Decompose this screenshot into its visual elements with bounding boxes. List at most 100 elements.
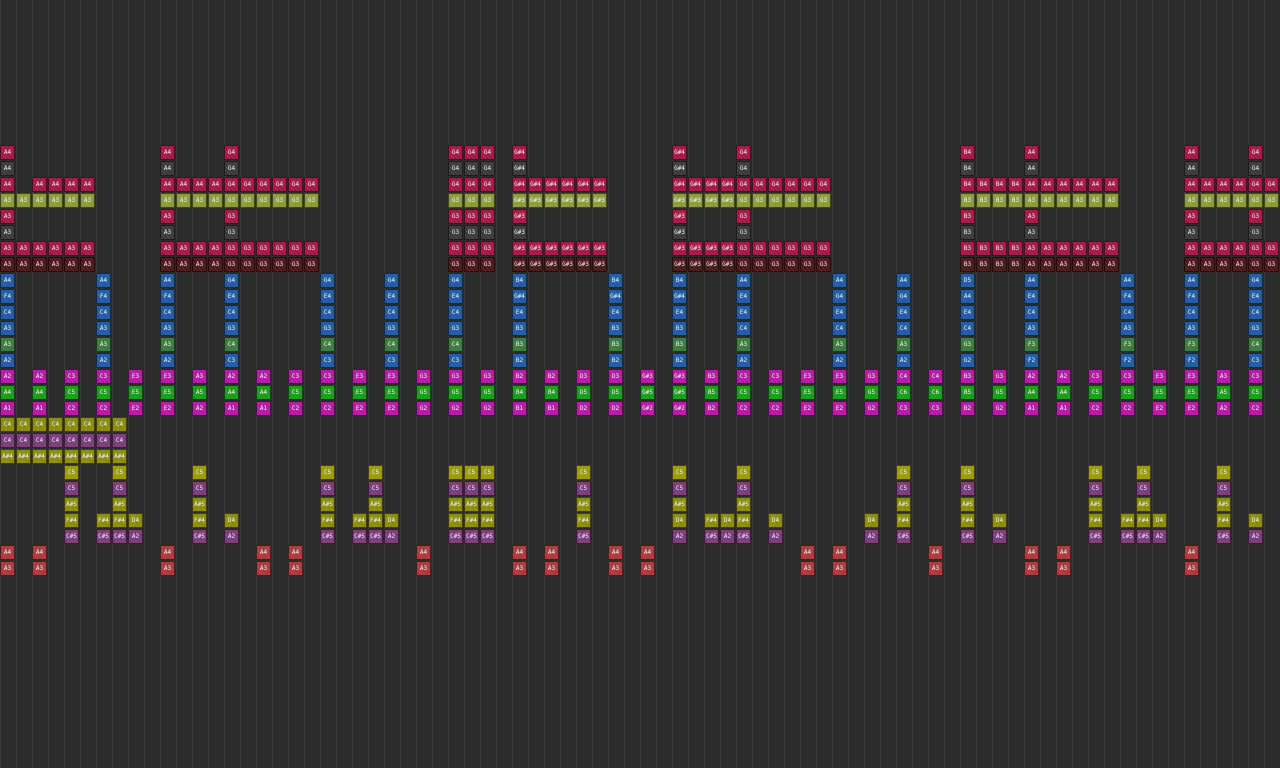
note-block[interactable]: A2 [224,529,239,544]
note-block[interactable]: G#3 [704,241,719,256]
note-block[interactable]: C5 [1136,465,1151,480]
note-block[interactable]: C#5 [64,529,79,544]
note-block[interactable]: G3 [480,257,495,272]
note-block[interactable]: G2 [864,401,879,416]
note-block[interactable]: A3 [608,561,623,576]
note-block[interactable]: E4 [1248,289,1263,304]
note-block[interactable]: B3 [960,225,975,240]
note-block[interactable]: A3 [1232,257,1247,272]
note-block[interactable]: A3 [160,209,175,224]
note-block[interactable]: E3 [384,369,399,384]
note-block[interactable]: B3 [976,241,991,256]
note-block[interactable]: G2 [960,353,975,368]
note-block[interactable]: F#4 [96,513,111,528]
note-block[interactable]: E5 [160,385,175,400]
note-block[interactable]: A#5 [1088,497,1103,512]
note-block[interactable]: E4 [608,305,623,320]
note-block[interactable]: A3 [160,257,175,272]
note-block[interactable]: G#3 [672,193,687,208]
note-block[interactable]: F#4 [480,513,495,528]
note-block[interactable]: A4 [1024,545,1039,560]
note-block[interactable]: G3 [752,241,767,256]
note-block[interactable]: A3 [1072,241,1087,256]
note-block[interactable]: C5 [960,465,975,480]
note-block[interactable]: E5 [832,385,847,400]
note-block[interactable]: C4 [1248,305,1263,320]
note-block[interactable]: A3 [832,337,847,352]
note-block[interactable]: A#5 [672,497,687,512]
note-block[interactable]: C4 [320,305,335,320]
note-block[interactable]: A3 [1104,193,1119,208]
note-block[interactable]: A#5 [1216,497,1231,512]
note-block[interactable]: E5 [1152,385,1167,400]
note-block[interactable]: G3 [384,321,399,336]
note-block[interactable]: C#5 [112,529,127,544]
note-block[interactable]: C5 [448,481,463,496]
note-block[interactable]: A4 [0,385,15,400]
note-block[interactable]: A3 [1024,193,1039,208]
note-block[interactable]: A3 [1216,193,1231,208]
note-block[interactable]: A4 [1184,145,1199,160]
note-block[interactable]: F#4 [736,513,751,528]
note-block[interactable]: G4 [448,273,463,288]
note-block[interactable]: A2 [1056,369,1071,384]
note-block[interactable]: A4 [208,177,223,192]
note-block[interactable]: F2 [1184,353,1199,368]
note-block[interactable]: C#5 [368,529,383,544]
note-block[interactable]: A4 [896,273,911,288]
note-block[interactable]: A2 [832,353,847,368]
note-block[interactable]: A3 [832,561,847,576]
note-block[interactable]: G#3 [512,209,527,224]
note-block[interactable]: A#4 [64,449,79,464]
note-block[interactable]: G3 [464,225,479,240]
note-block[interactable]: B3 [960,193,975,208]
note-block[interactable]: G#4 [560,177,575,192]
note-block[interactable]: E2 [384,401,399,416]
note-block[interactable]: A4 [1056,545,1071,560]
note-block[interactable]: A4 [32,385,47,400]
note-block[interactable]: F#4 [1088,513,1103,528]
note-block[interactable]: G#3 [592,241,607,256]
note-block[interactable]: A2 [384,529,399,544]
note-block[interactable]: G#4 [672,145,687,160]
note-block[interactable]: G3 [448,241,463,256]
note-block[interactable]: A2 [1152,529,1167,544]
note-block[interactable]: A#5 [736,497,751,512]
note-block[interactable]: B2 [960,401,975,416]
note-block[interactable]: E2 [832,401,847,416]
note-block[interactable]: C5 [480,465,495,480]
note-block[interactable]: G#3 [512,225,527,240]
note-block[interactable]: F#4 [960,513,975,528]
note-block[interactable]: C3 [928,401,943,416]
note-block[interactable]: G4 [1264,177,1279,192]
note-block[interactable]: C#5 [960,529,975,544]
note-block[interactable]: A4 [832,545,847,560]
note-block[interactable]: A3 [1072,193,1087,208]
note-block[interactable]: C4 [112,433,127,448]
note-block[interactable]: A3 [64,257,79,272]
note-block[interactable]: A4 [800,545,815,560]
note-block[interactable]: G#4 [512,177,527,192]
note-block[interactable]: A2 [672,529,687,544]
note-block[interactable]: A3 [544,561,559,576]
note-block[interactable]: A4 [608,545,623,560]
note-block[interactable]: C5 [1216,481,1231,496]
note-block[interactable]: F3 [1120,337,1135,352]
note-block[interactable]: G4 [272,177,287,192]
note-block[interactable]: A#5 [112,497,127,512]
note-block[interactable]: C5 [736,465,751,480]
note-block[interactable]: C#5 [736,529,751,544]
note-block[interactable]: E4 [832,305,847,320]
note-block[interactable]: C2 [1120,401,1135,416]
note-block[interactable]: A4 [1216,177,1231,192]
note-block[interactable]: C3 [896,401,911,416]
note-block[interactable]: C#5 [1120,529,1135,544]
note-block[interactable]: A1 [32,401,47,416]
note-block[interactable]: G#3 [704,257,719,272]
note-block[interactable]: A3 [80,257,95,272]
note-block[interactable]: C5 [448,465,463,480]
note-block[interactable]: A#4 [0,449,15,464]
note-block[interactable]: G#4 [720,177,735,192]
note-block[interactable]: G3 [800,257,815,272]
note-block[interactable]: G#3 [560,241,575,256]
